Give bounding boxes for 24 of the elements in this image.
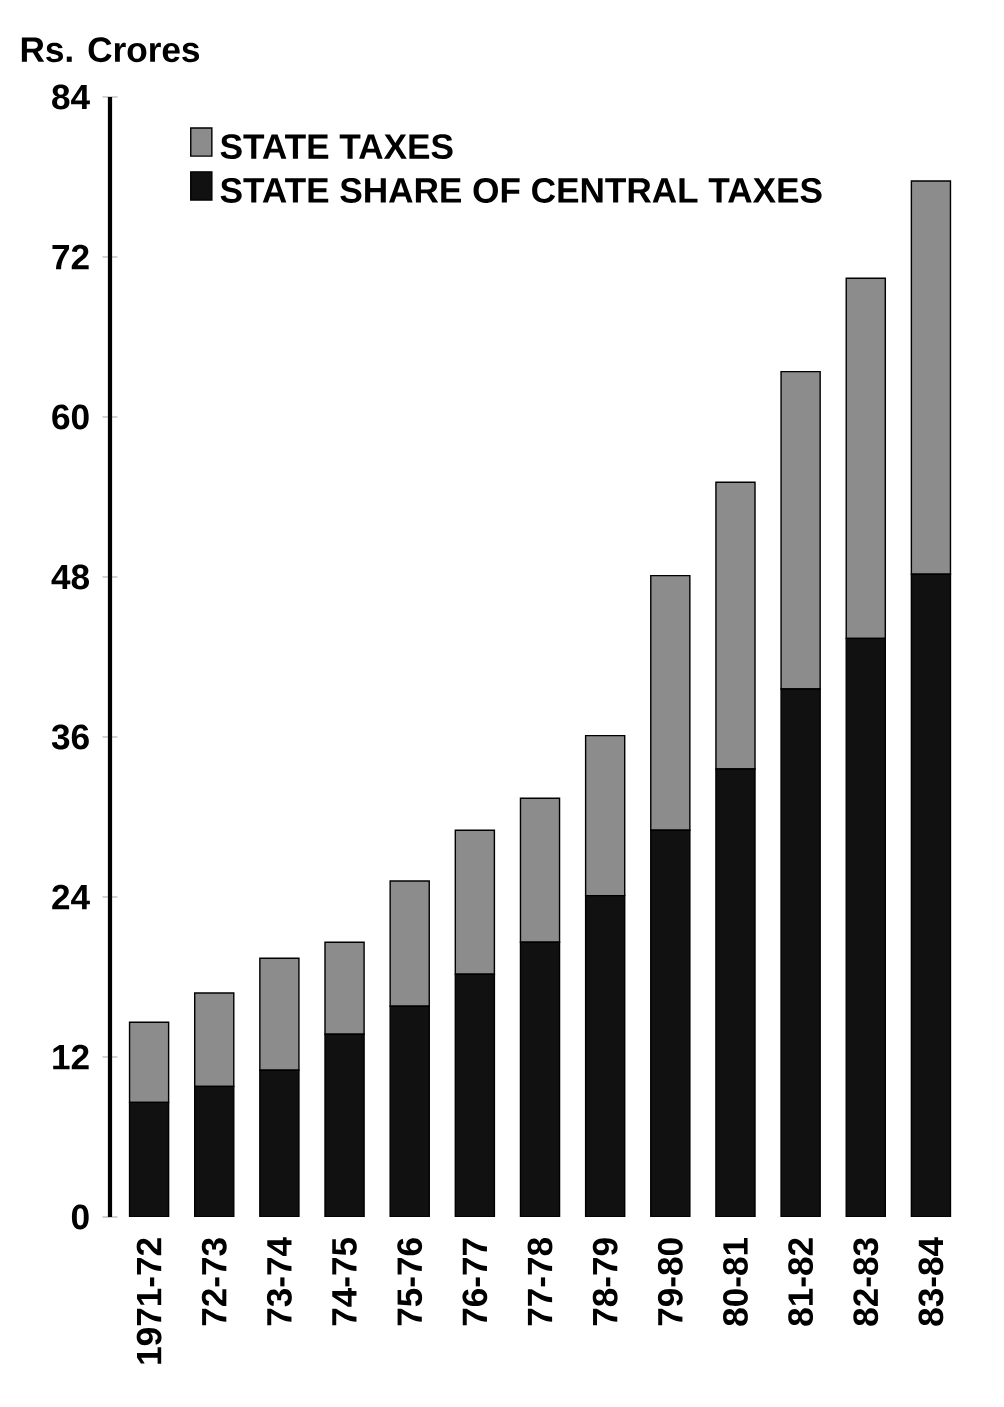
x-tick-label: 76-77 bbox=[462, 1238, 488, 1326]
x-tick-label: 81-82 bbox=[788, 1238, 814, 1326]
x-tick-label: 80-81 bbox=[723, 1237, 748, 1326]
legend-label: STATE SHARE OF CENTRAL TAXES bbox=[220, 178, 822, 203]
x-tick-label: 83-84 bbox=[918, 1237, 944, 1326]
x-tick-label: 82-83 bbox=[853, 1238, 879, 1326]
y-tick-label: 84 bbox=[52, 84, 90, 110]
y-tick-label: 60 bbox=[52, 404, 89, 430]
legend-label: STATE TAXES bbox=[220, 134, 453, 160]
y-tick-label: 24 bbox=[52, 884, 90, 910]
x-tick-label: 75-76 bbox=[397, 1238, 423, 1326]
x-tick-label: 78-79 bbox=[592, 1238, 618, 1326]
y-axis-title: Rs. Crores bbox=[21, 37, 200, 63]
y-tick-label: 12 bbox=[53, 1044, 89, 1070]
y-tick-label: 0 bbox=[71, 1204, 89, 1230]
y-tick-label: 36 bbox=[51, 724, 89, 750]
x-tick-label: 73-74 bbox=[266, 1237, 292, 1326]
x-tick-label: 74-75 bbox=[332, 1237, 357, 1326]
x-tick-label: 72-73 bbox=[201, 1238, 227, 1326]
x-tick-label: 77-78 bbox=[527, 1238, 553, 1326]
x-tick-label: 1971-72 bbox=[136, 1238, 162, 1364]
x-tick-label: 79-80 bbox=[657, 1238, 683, 1326]
y-tick-label: 72 bbox=[52, 244, 89, 270]
y-tick-label: 48 bbox=[51, 564, 89, 590]
